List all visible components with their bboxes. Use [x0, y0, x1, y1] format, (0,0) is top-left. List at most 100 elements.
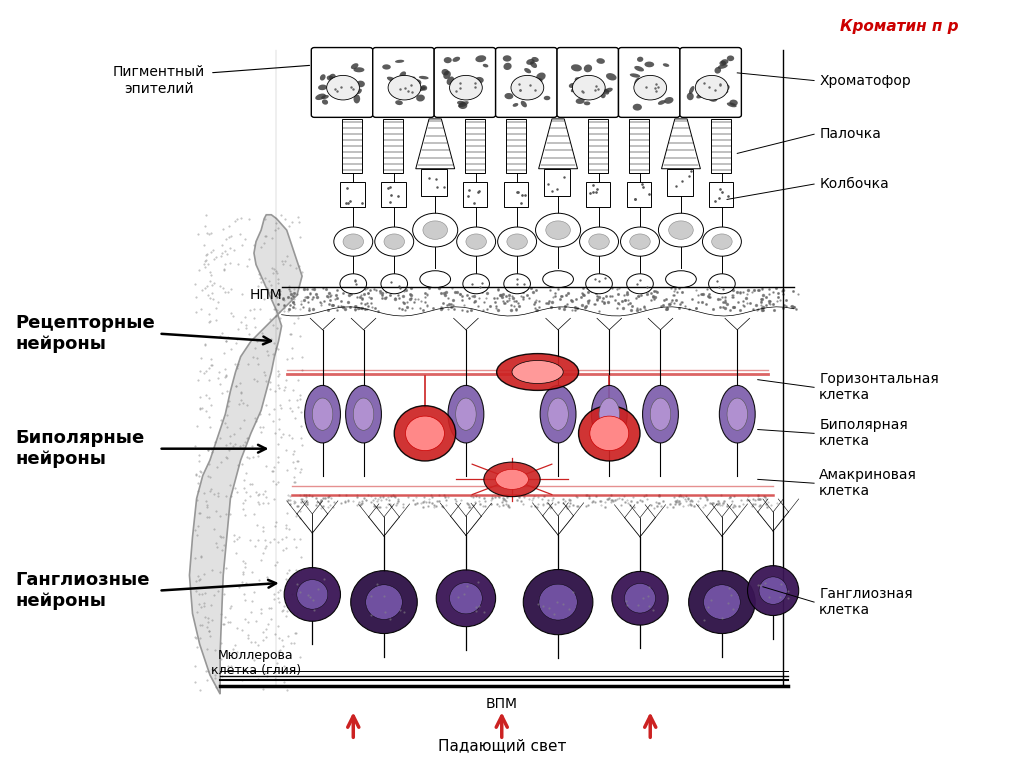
Ellipse shape [687, 93, 693, 100]
Ellipse shape [413, 79, 421, 86]
Ellipse shape [329, 74, 336, 80]
Circle shape [621, 227, 659, 256]
Ellipse shape [601, 93, 606, 98]
Circle shape [457, 227, 496, 256]
Bar [340, 182, 365, 207]
Circle shape [388, 75, 421, 100]
Ellipse shape [548, 398, 568, 430]
Circle shape [630, 234, 650, 249]
Bar [667, 169, 693, 196]
Ellipse shape [471, 85, 476, 92]
Text: Горизонтальная
клетка: Горизонтальная клетка [819, 372, 939, 403]
Ellipse shape [568, 83, 575, 88]
Circle shape [507, 234, 527, 249]
Ellipse shape [612, 571, 668, 625]
Ellipse shape [575, 98, 585, 104]
Ellipse shape [482, 64, 488, 67]
Ellipse shape [531, 57, 539, 62]
Ellipse shape [537, 78, 543, 83]
Circle shape [375, 227, 414, 256]
Ellipse shape [345, 386, 381, 443]
Ellipse shape [637, 57, 643, 62]
Ellipse shape [718, 64, 728, 69]
Ellipse shape [459, 102, 467, 109]
Ellipse shape [353, 67, 365, 72]
Ellipse shape [327, 75, 334, 81]
Ellipse shape [436, 570, 496, 627]
Ellipse shape [584, 101, 590, 105]
Bar [544, 169, 570, 196]
Bar [381, 182, 406, 207]
Ellipse shape [513, 103, 518, 107]
Ellipse shape [449, 386, 484, 443]
Text: НПМ: НПМ [250, 288, 283, 302]
Bar [588, 119, 608, 173]
Ellipse shape [305, 386, 340, 443]
Ellipse shape [443, 57, 452, 63]
Circle shape [709, 274, 735, 294]
Ellipse shape [524, 68, 531, 74]
Ellipse shape [521, 100, 527, 107]
Ellipse shape [530, 61, 537, 68]
Ellipse shape [643, 386, 679, 443]
Ellipse shape [580, 92, 588, 99]
FancyBboxPatch shape [373, 48, 434, 117]
Circle shape [702, 227, 741, 256]
Circle shape [413, 213, 458, 247]
FancyBboxPatch shape [618, 48, 680, 117]
Circle shape [589, 234, 609, 249]
Ellipse shape [666, 271, 696, 288]
Ellipse shape [644, 61, 654, 67]
Circle shape [712, 234, 732, 249]
Ellipse shape [592, 386, 627, 443]
Ellipse shape [524, 81, 531, 91]
Ellipse shape [472, 81, 478, 87]
Text: Биполярные
нейроны: Биполярные нейроны [15, 430, 144, 468]
Text: Ганглиозные
нейроны: Ганглиозные нейроны [15, 571, 150, 610]
Ellipse shape [457, 100, 465, 105]
Ellipse shape [446, 77, 455, 85]
Circle shape [546, 221, 570, 239]
Ellipse shape [729, 100, 738, 106]
Ellipse shape [720, 84, 730, 93]
Ellipse shape [418, 87, 426, 91]
Ellipse shape [453, 57, 460, 62]
Circle shape [572, 75, 605, 100]
Ellipse shape [640, 94, 651, 98]
Ellipse shape [353, 398, 374, 430]
Ellipse shape [483, 462, 541, 497]
Ellipse shape [406, 416, 444, 451]
Text: Пигментный
эпителий: Пигментный эпителий [113, 65, 205, 96]
Text: Ганглиозная
клетка: Ганглиозная клетка [819, 587, 912, 617]
Circle shape [381, 274, 408, 294]
Circle shape [343, 234, 364, 249]
Polygon shape [662, 119, 700, 169]
Bar [383, 119, 403, 173]
Ellipse shape [689, 86, 694, 94]
Ellipse shape [537, 73, 546, 81]
Circle shape [669, 221, 693, 239]
Ellipse shape [574, 77, 584, 85]
Ellipse shape [421, 85, 427, 91]
Ellipse shape [720, 61, 726, 66]
Ellipse shape [727, 398, 748, 430]
Ellipse shape [410, 77, 416, 82]
Text: Мюллерова
клетка (глия): Мюллерова клетка (глия) [211, 650, 301, 677]
Ellipse shape [590, 416, 629, 451]
Circle shape [340, 274, 367, 294]
Ellipse shape [658, 87, 664, 91]
Ellipse shape [505, 93, 513, 99]
Circle shape [627, 274, 653, 294]
FancyBboxPatch shape [496, 48, 557, 117]
Ellipse shape [353, 94, 360, 104]
FancyBboxPatch shape [680, 48, 741, 117]
Ellipse shape [633, 104, 642, 110]
Ellipse shape [630, 74, 640, 77]
Ellipse shape [443, 71, 451, 79]
Ellipse shape [634, 66, 644, 71]
Ellipse shape [696, 94, 705, 98]
Ellipse shape [584, 64, 592, 72]
Ellipse shape [319, 74, 326, 81]
Ellipse shape [503, 55, 511, 61]
FancyBboxPatch shape [557, 48, 618, 117]
